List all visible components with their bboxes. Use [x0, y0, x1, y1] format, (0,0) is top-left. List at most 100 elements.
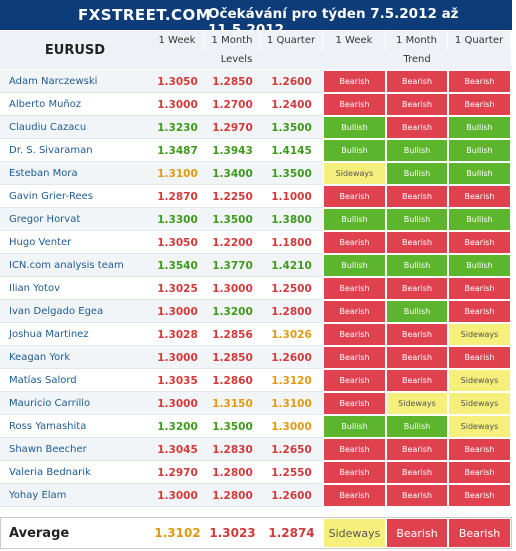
trend-cell: Sideways	[448, 415, 511, 438]
trend-cell: Bearish	[323, 185, 386, 208]
trend-cell: Bearish	[323, 461, 386, 484]
trend-cell: Bearish	[323, 93, 386, 116]
trend-cell: Bearish	[448, 484, 511, 507]
trend-cell: Bearish	[386, 484, 448, 507]
row-name: Adam Narczewski	[9, 76, 98, 87]
trend-cell: Bearish	[448, 70, 511, 93]
trend-cell: Bullish	[448, 208, 511, 231]
trend-cell: Bearish	[448, 277, 511, 300]
level-value: 1.1000	[271, 190, 312, 203]
level-value: 1.4210	[271, 259, 312, 272]
level-value: 1.2850	[212, 351, 253, 364]
trend-cell: Bullish	[386, 208, 448, 231]
group-header: Levels	[150, 50, 323, 69]
level-value: 1.2800	[212, 489, 253, 502]
trend-cell: Sideways	[448, 369, 511, 392]
level-value: 1.3487	[157, 144, 198, 157]
row-name: Mauricio Carrillo	[9, 398, 91, 409]
trend-cell: Bullish	[386, 139, 448, 162]
level-value: 1.3028	[157, 328, 198, 341]
trend-cell: Bearish	[323, 70, 386, 93]
row-name: Gregor Horvat	[9, 214, 81, 225]
level-value: 1.3000	[157, 397, 198, 410]
trend-cell: Bearish	[386, 185, 448, 208]
level-value: 1.3120	[271, 374, 312, 387]
column-header: 1 Quarter	[448, 31, 511, 50]
level-value: 1.2600	[271, 489, 312, 502]
column-header: 1 Week	[323, 31, 386, 50]
level-value: 1.2850	[212, 75, 253, 88]
trend-cell: Bearish	[323, 438, 386, 461]
trend-cell: Bearish	[448, 93, 511, 116]
trend-cell: Bullish	[323, 208, 386, 231]
level-value: 1.2600	[271, 75, 312, 88]
level-value: 1.3400	[212, 167, 253, 180]
level-value: 1.2800	[212, 466, 253, 479]
trend-cell: Bearish	[386, 116, 448, 139]
level-value: 1.2250	[212, 190, 253, 203]
trend-cell: Bearish	[386, 277, 448, 300]
level-value: 1.3050	[157, 236, 198, 249]
level-value: 1.3000	[157, 98, 198, 111]
trend-cell: Bearish	[386, 346, 448, 369]
row-name: Alberto Muñoz	[9, 99, 82, 110]
column-header: 1 Month	[205, 31, 260, 50]
trend-cell: Bearish	[323, 392, 386, 415]
row-name: Valeria Bednarik	[9, 467, 91, 478]
trend-cell: Sideways	[323, 162, 386, 185]
level-value: 1.2856	[212, 328, 253, 341]
level-value: 1.1800	[271, 236, 312, 249]
level-value: 1.3200	[212, 305, 253, 318]
trend-cell: Sideways	[386, 392, 448, 415]
trend-cell: Bullish	[323, 254, 386, 277]
column-header: 1 Week	[150, 31, 205, 50]
pair-header: EURUSD	[0, 31, 150, 69]
trend-cell: Bullish	[448, 116, 511, 139]
trend-cell: Bullish	[448, 254, 511, 277]
level-value: 1.2400	[271, 98, 312, 111]
trend-cell: Bullish	[386, 254, 448, 277]
level-value: 1.2860	[212, 374, 253, 387]
row-name: ICN.com analysis team	[9, 260, 124, 271]
trend-cell: Bearish	[386, 518, 448, 548]
trend-cell: Bullish	[386, 162, 448, 185]
row-name: Ilian Yotov	[9, 283, 61, 294]
level-value: 1.2600	[271, 351, 312, 364]
trend-cell: Bearish	[448, 185, 511, 208]
trend-cell: Bearish	[448, 518, 511, 548]
row-name: Joshua Martinez	[9, 329, 89, 340]
trend-cell: Sideways	[448, 392, 511, 415]
trend-cell: Bullish	[386, 300, 448, 323]
level-value: 1.2830	[212, 443, 253, 456]
row-name: Gavin Grier-Rees	[9, 191, 93, 202]
trend-cell: Bullish	[323, 139, 386, 162]
trend-cell: Bearish	[448, 438, 511, 461]
level-value: 1.3000	[157, 351, 198, 364]
trend-cell: Bullish	[448, 162, 511, 185]
level-value: 1.3150	[212, 397, 253, 410]
trend-cell: Bearish	[323, 484, 386, 507]
level-value: 1.3800	[271, 213, 312, 226]
level-value: 1.3500	[212, 213, 253, 226]
trend-cell: Bearish	[448, 346, 511, 369]
row-name: Yohay Elam	[9, 490, 67, 501]
level-value: 1.3500	[271, 167, 312, 180]
level-value: 1.2874	[268, 526, 315, 540]
row-name: Esteban Mora	[9, 168, 78, 179]
level-value: 1.3102	[154, 526, 201, 540]
level-value: 1.2200	[212, 236, 253, 249]
trend-cell: Bearish	[386, 461, 448, 484]
level-value: 1.3026	[271, 328, 312, 341]
trend-cell: Bullish	[323, 415, 386, 438]
trend-cell: Bearish	[323, 277, 386, 300]
level-value: 1.3000	[157, 305, 198, 318]
level-value: 1.3770	[212, 259, 253, 272]
trend-cell: Bullish	[386, 415, 448, 438]
level-value: 1.3025	[157, 282, 198, 295]
row-name: Ross Yamashita	[9, 421, 87, 432]
level-value: 1.3100	[157, 167, 198, 180]
row-name: Ivan Delgado Egea	[9, 306, 104, 317]
trend-cell: Bearish	[323, 231, 386, 254]
level-value: 1.3300	[157, 213, 198, 226]
